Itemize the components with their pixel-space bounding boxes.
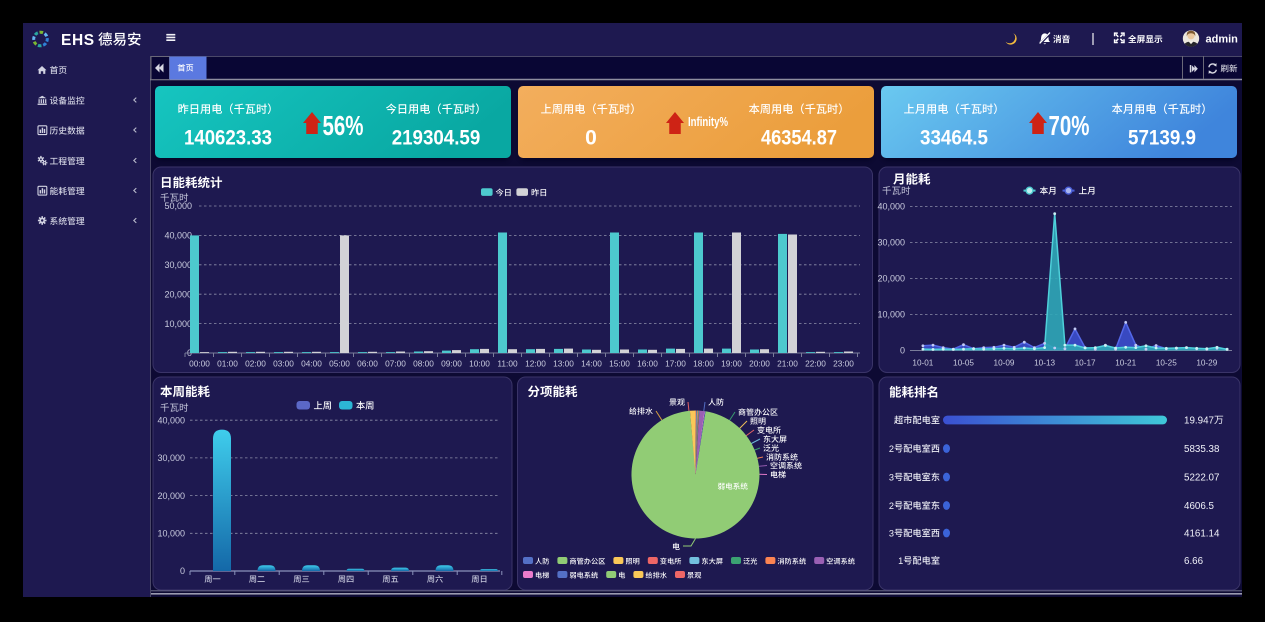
svg-text:18:00: 18:00: [693, 359, 714, 369]
svg-text:56%: 56%: [323, 110, 364, 141]
svg-text:3: 3: [889, 528, 894, 538]
svg-text:10-29: 10-29: [1196, 359, 1217, 368]
svg-text:4161.14: 4161.14: [1184, 528, 1220, 539]
svg-text:0: 0: [900, 346, 905, 356]
svg-text:6.66: 6.66: [1184, 556, 1204, 567]
svg-text:4606.5: 4606.5: [1184, 501, 1215, 512]
svg-text:10,000: 10,000: [877, 310, 905, 320]
svg-text:10-21: 10-21: [1115, 359, 1136, 368]
svg-text:16:00: 16:00: [637, 359, 658, 369]
svg-text:3: 3: [889, 472, 894, 482]
svg-text:23:00: 23:00: [833, 359, 854, 369]
svg-text:21:00: 21:00: [777, 359, 798, 369]
svg-text:10,000: 10,000: [164, 319, 192, 329]
svg-text:30,000: 30,000: [164, 260, 192, 270]
svg-text:03:00: 03:00: [273, 359, 294, 369]
svg-text:20,000: 20,000: [164, 289, 192, 299]
svg-text:22:00: 22:00: [805, 359, 826, 369]
svg-text:5222.07: 5222.07: [1184, 472, 1219, 483]
svg-text:10-25: 10-25: [1156, 359, 1177, 368]
svg-text:2: 2: [889, 501, 894, 511]
svg-text:15:00: 15:00: [609, 359, 630, 369]
svg-text:57139.9: 57139.9: [1128, 126, 1196, 149]
svg-text:1: 1: [898, 556, 903, 566]
svg-text:70%: 70%: [1049, 110, 1090, 141]
svg-text:EHS: EHS: [61, 32, 95, 49]
svg-text:0: 0: [180, 566, 185, 576]
svg-text:40,000: 40,000: [164, 231, 192, 241]
svg-text:20,000: 20,000: [157, 491, 185, 501]
svg-text:02:00: 02:00: [245, 359, 266, 369]
svg-text:09:00: 09:00: [441, 359, 462, 369]
svg-text:20,000: 20,000: [877, 274, 905, 284]
svg-text:219304.59: 219304.59: [392, 126, 481, 149]
svg-text:05:00: 05:00: [329, 359, 350, 369]
svg-text:20:00: 20:00: [749, 359, 770, 369]
svg-text:5835.38: 5835.38: [1184, 444, 1220, 455]
svg-text:40,000: 40,000: [877, 202, 905, 212]
svg-text:30,000: 30,000: [877, 238, 905, 248]
svg-text:10,000: 10,000: [157, 529, 185, 539]
svg-text:14:00: 14:00: [581, 359, 602, 369]
svg-text:10-09: 10-09: [994, 359, 1015, 368]
svg-text:13:00: 13:00: [553, 359, 574, 369]
svg-text:50,000: 50,000: [164, 201, 192, 211]
svg-text:00:00: 00:00: [189, 359, 210, 369]
svg-text:04:00: 04:00: [301, 359, 322, 369]
svg-text:10-13: 10-13: [1034, 359, 1055, 368]
svg-text:12:00: 12:00: [525, 359, 546, 369]
svg-text:10:00: 10:00: [469, 359, 490, 369]
svg-text:07:00: 07:00: [385, 359, 406, 369]
svg-text:10-17: 10-17: [1075, 359, 1096, 368]
svg-text:01:00: 01:00: [217, 359, 238, 369]
svg-text:40,000: 40,000: [157, 415, 185, 425]
svg-text:0: 0: [585, 126, 597, 149]
svg-text:140623.33: 140623.33: [184, 126, 272, 149]
svg-text:30,000: 30,000: [157, 453, 185, 463]
svg-text:10-05: 10-05: [953, 359, 974, 368]
svg-text:08:00: 08:00: [413, 359, 434, 369]
svg-text:2: 2: [889, 444, 894, 454]
svg-text:11:00: 11:00: [497, 359, 518, 369]
svg-text:17:00: 17:00: [665, 359, 686, 369]
svg-text:19:00: 19:00: [721, 359, 742, 369]
svg-text:19.947: 19.947: [1184, 415, 1214, 426]
svg-text:Infinity%: Infinity%: [688, 115, 728, 129]
svg-text:33464.5: 33464.5: [920, 126, 988, 149]
svg-text:admin: admin: [1206, 33, 1239, 45]
svg-text:06:00: 06:00: [357, 359, 378, 369]
svg-text:46354.87: 46354.87: [761, 126, 837, 149]
svg-text:10-01: 10-01: [912, 359, 933, 368]
